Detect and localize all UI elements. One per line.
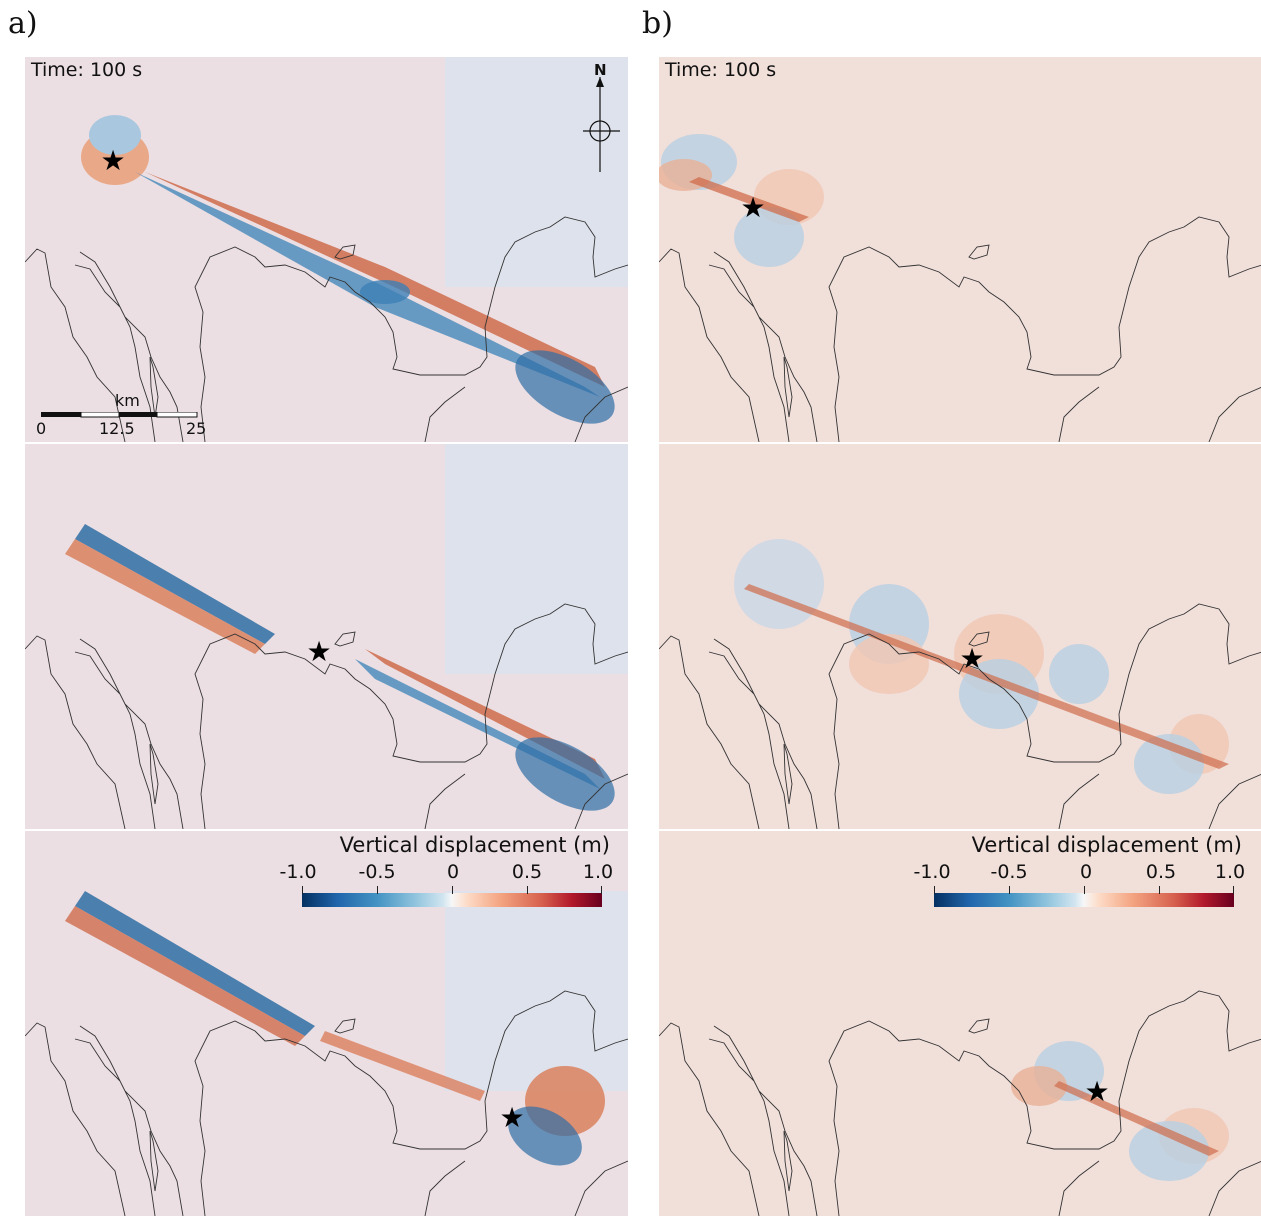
map-panel-b3: ★ Vertical displacement (m) -1.0 -0.5 0 … [659, 831, 1261, 1216]
legend-tick: 0 [1079, 861, 1093, 883]
legend-tick: 0 [446, 861, 460, 883]
legend-title: Vertical displacement (m) [971, 833, 1242, 857]
legend-tick: 1.0 [1214, 861, 1246, 883]
legend-tick: -1.0 [913, 861, 951, 883]
legend-tick: 1.0 [582, 861, 614, 883]
displacement-field [25, 57, 628, 442]
colorbar-legend: Vertical displacement (m) -1.0 -0.5 0 0.… [279, 831, 614, 919]
map-panel-b2: ★ [659, 444, 1261, 829]
map-panel-a3: ★ Vertical displacement (m) -1.0 -0.5 0 … [25, 831, 628, 1216]
scale-bar: km 0 12.5 25 [36, 391, 219, 441]
scale-tick-1: 12.5 [99, 419, 135, 438]
legend-tick: 0.5 [511, 861, 543, 883]
legend-tick: -0.5 [990, 861, 1028, 883]
legend-tick: -0.5 [358, 861, 396, 883]
map-panel-a1: Time: 100 s ★ N km 0 12.5 25 [25, 57, 628, 442]
colorbar [934, 893, 1234, 907]
colorbar-legend: Vertical displacement (m) -1.0 -0.5 0 0.… [912, 831, 1246, 919]
legend-tick: -1.0 [279, 861, 317, 883]
star-icon: ★ [499, 1101, 525, 1134]
north-label: N [594, 61, 607, 79]
star-icon: ★ [306, 635, 332, 668]
time-label: Time: 100 s [31, 59, 143, 81]
north-arrow-icon: N [583, 61, 623, 173]
panel-label-b: b) [642, 6, 673, 41]
scale-unit: km [115, 391, 140, 410]
displacement-field [659, 57, 1261, 442]
time-label: Time: 100 s [665, 59, 777, 81]
star-icon: ★ [740, 191, 766, 224]
scale-tick-2: 25 [186, 419, 207, 438]
legend-tick: 0.5 [1145, 861, 1177, 883]
scale-tick-0: 0 [36, 419, 47, 438]
legend-title: Vertical displacement (m) [339, 833, 610, 857]
panel-label-a: a) [8, 6, 38, 41]
map-panel-b1: Time: 100 s ★ [659, 57, 1261, 442]
displacement-field [659, 444, 1261, 829]
star-icon: ★ [959, 642, 985, 675]
displacement-field [25, 444, 628, 829]
star-icon: ★ [1084, 1075, 1110, 1108]
colorbar [302, 893, 602, 907]
star-icon: ★ [100, 144, 126, 177]
map-panel-a2: ★ [25, 444, 628, 829]
